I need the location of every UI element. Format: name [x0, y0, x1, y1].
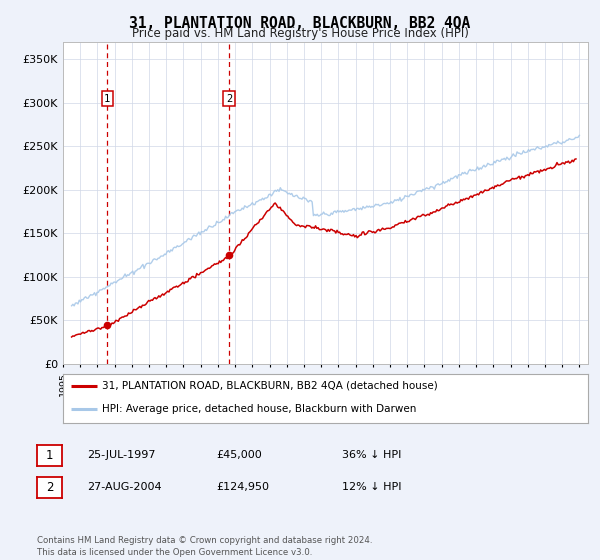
- Text: 31, PLANTATION ROAD, BLACKBURN, BB2 4QA (detached house): 31, PLANTATION ROAD, BLACKBURN, BB2 4QA …: [103, 381, 438, 391]
- Text: Price paid vs. HM Land Registry's House Price Index (HPI): Price paid vs. HM Land Registry's House …: [131, 27, 469, 40]
- Text: 27-AUG-2004: 27-AUG-2004: [87, 482, 161, 492]
- Text: 25-JUL-1997: 25-JUL-1997: [87, 450, 155, 460]
- Text: HPI: Average price, detached house, Blackburn with Darwen: HPI: Average price, detached house, Blac…: [103, 404, 417, 414]
- Text: 1: 1: [104, 94, 110, 104]
- Text: 2: 2: [226, 94, 232, 104]
- Text: 36% ↓ HPI: 36% ↓ HPI: [342, 450, 401, 460]
- Text: 12% ↓ HPI: 12% ↓ HPI: [342, 482, 401, 492]
- Text: 2: 2: [46, 480, 53, 494]
- Text: 31, PLANTATION ROAD, BLACKBURN, BB2 4QA: 31, PLANTATION ROAD, BLACKBURN, BB2 4QA: [130, 16, 470, 31]
- Text: Contains HM Land Registry data © Crown copyright and database right 2024.
This d: Contains HM Land Registry data © Crown c…: [37, 536, 373, 557]
- Text: £124,950: £124,950: [216, 482, 269, 492]
- Text: 1: 1: [46, 449, 53, 462]
- Text: £45,000: £45,000: [216, 450, 262, 460]
